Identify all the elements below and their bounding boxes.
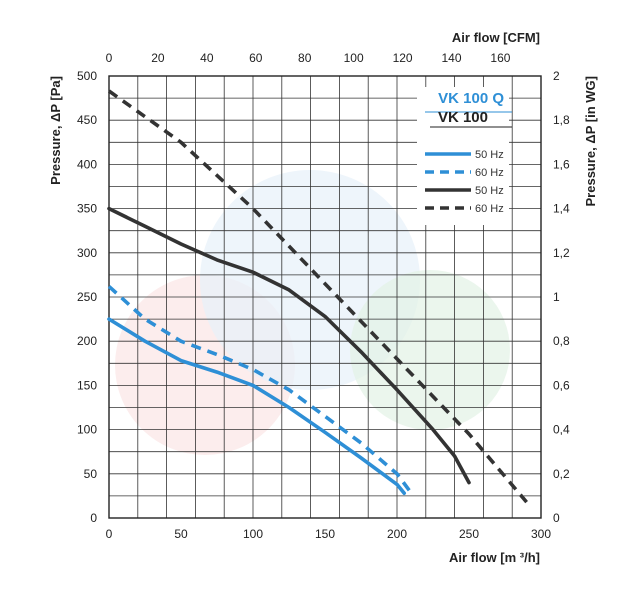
series-line-vk100-60hz — [107, 89, 528, 504]
top-axis-title: Air flow [CFM] — [452, 30, 540, 45]
y-tick-label: 0 — [90, 511, 97, 525]
top-tick-label: 20 — [151, 51, 165, 65]
y-tick-label: 350 — [77, 202, 97, 216]
legend-label: 60 Hz — [475, 203, 504, 215]
x-axis-title: Air flow [m ³/h] — [449, 550, 540, 565]
y-tick-label: 50 — [84, 467, 98, 481]
y-axis-title: Pressure, ΔP [Pa] — [48, 76, 63, 185]
legend-label: 50 Hz — [475, 149, 504, 161]
legend-box — [417, 87, 509, 225]
y-tick-label: 250 — [77, 290, 97, 304]
y-tick-label: 300 — [77, 246, 97, 260]
top-tick-label: 80 — [298, 51, 312, 65]
top-tick-label: 120 — [393, 51, 413, 65]
x-tick-label: 0 — [106, 527, 113, 541]
series-line-vk100q-50hz — [107, 317, 406, 495]
x-tick-label: 150 — [315, 527, 335, 541]
y-tick-label: 400 — [77, 157, 97, 171]
right-tick-label: 0 — [553, 511, 560, 525]
plot-border — [108, 75, 542, 519]
x-tick-label: 300 — [531, 527, 551, 541]
background-watermark — [115, 170, 510, 455]
right-axis-title: Pressure, ΔP [in WG] — [583, 76, 598, 206]
legend-items: 50 Hz 60 Hz 50 Hz 60 Hz — [425, 149, 504, 215]
x-tick-label: 200 — [387, 527, 407, 541]
right-tick-label: 0,8 — [553, 334, 570, 348]
top-tick-label: 140 — [442, 51, 462, 65]
legend-model-vk100: VK 100 — [438, 109, 488, 126]
right-tick-label: 1,8 — [553, 113, 570, 127]
right-tick-label: 1,2 — [553, 246, 570, 260]
x-tick-label: 100 — [243, 527, 263, 541]
y-tick-label: 100 — [77, 423, 97, 437]
plot-frame — [108, 75, 542, 519]
top-tick-label: 40 — [200, 51, 214, 65]
watermark-green-circle — [350, 270, 510, 430]
top-tick-label: 0 — [106, 51, 113, 65]
y-tick-label: 500 — [77, 69, 97, 83]
right-tick-label: 2 — [553, 69, 560, 83]
legend-label: 50 Hz — [475, 185, 504, 197]
right-tick-label: 0,4 — [553, 423, 570, 437]
top-tick-label: 60 — [249, 51, 263, 65]
right-tick-label: 0,2 — [553, 467, 570, 481]
legend: VK 100 Q VK 100 50 Hz 60 Hz 50 Hz 60 Hz — [417, 87, 512, 225]
right-tick-label: 1,4 — [553, 202, 570, 216]
right-tick-label: 1 — [553, 290, 560, 304]
series-line-vk100q-60hz — [107, 285, 413, 495]
series-line-vk100-50hz — [107, 206, 471, 485]
series-group — [107, 89, 528, 504]
legend-label: 60 Hz — [475, 167, 504, 179]
right-tick-label: 0,6 — [553, 378, 570, 392]
x-tick-label: 50 — [174, 527, 188, 541]
top-tick-label: 160 — [490, 51, 510, 65]
right-tick-label: 1,6 — [553, 157, 570, 171]
x-tick-label: 250 — [459, 527, 479, 541]
y-tick-label: 450 — [77, 113, 97, 127]
top-tick-label: 100 — [344, 51, 364, 65]
tick-labels: 0 50 100 150 200 250 3000501001502002503003504… — [77, 51, 570, 541]
y-tick-label: 150 — [77, 378, 97, 392]
legend-model-vk100q: VK 100 Q — [438, 90, 504, 107]
y-tick-label: 200 — [77, 334, 97, 348]
